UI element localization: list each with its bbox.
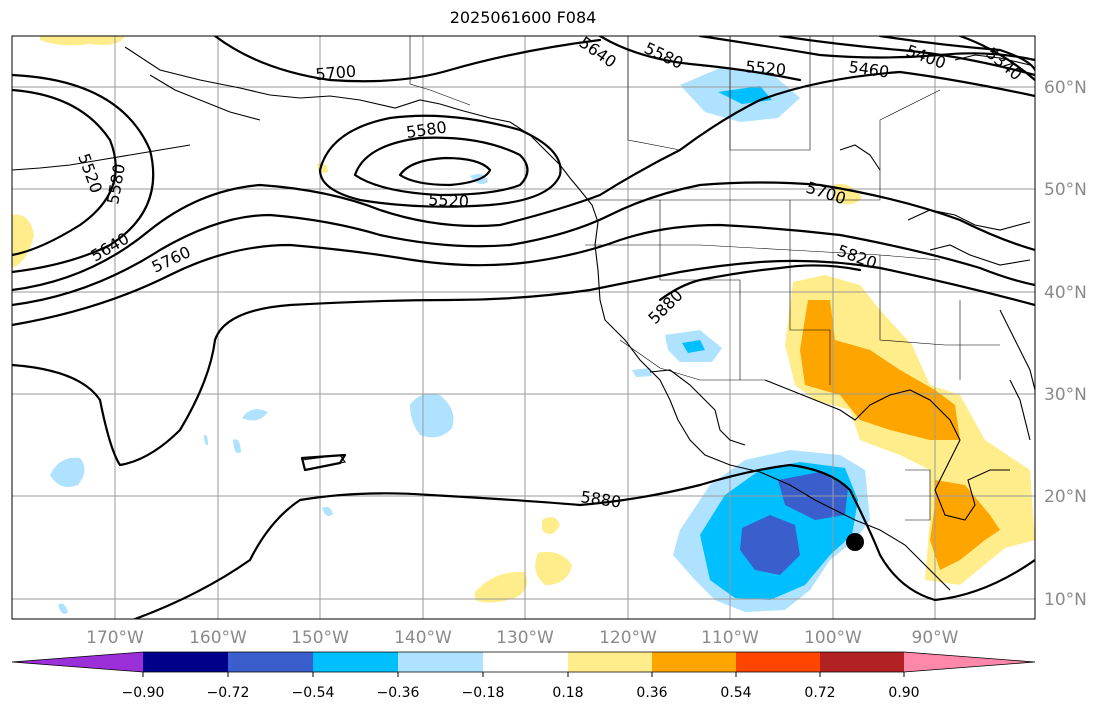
- map-title: 2025061600 F084: [449, 8, 597, 27]
- lat-tick-label: 10°N: [1044, 590, 1087, 610]
- colorbar-segment: [228, 652, 313, 672]
- lon-tick-label: 120°W: [599, 628, 657, 648]
- lon-tick-label: 140°W: [394, 628, 452, 648]
- colorbar-tick-label: 0.18: [552, 685, 583, 701]
- lon-tick-label: 90°W: [912, 628, 959, 648]
- colorbar-tick-label: 0.54: [720, 685, 751, 701]
- colorbar-segment: [398, 652, 483, 672]
- colorbar-left-extension: [12, 652, 143, 672]
- colorbar-tick-label: −0.18: [462, 685, 505, 701]
- contour-label: 5520: [428, 190, 470, 211]
- lat-tick-label: 30°N: [1044, 385, 1087, 405]
- colorbar-segment: [736, 652, 820, 672]
- map-canvas: [12, 36, 1035, 619]
- lon-tick-label: 130°W: [496, 628, 554, 648]
- height-contours: [12, 36, 1035, 619]
- lat-tick-label: 40°N: [1044, 283, 1087, 303]
- colorbar-tick-label: 0.36: [636, 685, 667, 701]
- colorbar-segment: [143, 652, 228, 672]
- lat-tick-label: 60°N: [1044, 78, 1087, 98]
- colorbar-tick-label: 0.90: [888, 685, 919, 701]
- colorbar-tick-label: −0.54: [292, 685, 335, 701]
- lon-tick-label: 100°W: [804, 628, 862, 648]
- lon-tick-label: 160°W: [189, 628, 247, 648]
- lon-tick-label: 150°W: [291, 628, 349, 648]
- lat-tick-label: 50°N: [1044, 180, 1087, 200]
- colorbar-segment: [568, 652, 652, 672]
- colorbar-tick-label: 0.72: [804, 685, 835, 701]
- lon-tick-label: 170°W: [86, 628, 144, 648]
- lat-tick-label: 20°N: [1044, 487, 1087, 507]
- lon-tick-label: 110°W: [701, 628, 759, 648]
- colorbar-tick-label: −0.90: [122, 685, 165, 701]
- colorbar-segment: [820, 652, 904, 672]
- political-borders: [409, 36, 1000, 521]
- colorbar: −0.90 −0.72 −0.54 −0.36 −0.18 0.18 0.36 …: [11, 651, 1036, 701]
- contour-label: 5520: [745, 57, 787, 79]
- colorbar-segment: [483, 652, 568, 672]
- colorbar-segment: [313, 652, 398, 672]
- colorbar-tick-label: −0.36: [377, 685, 420, 701]
- storm-center-dot: [846, 533, 864, 551]
- latitude-axis: 60°N 50°N 40°N 30°N 20°N 10°N: [1044, 78, 1087, 610]
- graticule: [12, 36, 1035, 619]
- colorbar-tick-label: −0.72: [207, 685, 250, 701]
- colorbar-right-extension: [904, 652, 1035, 672]
- colorbar-segment: [652, 652, 736, 672]
- contour-label: 5700: [315, 62, 357, 84]
- longitude-axis: 170°W 160°W 150°W 140°W 130°W 120°W 110°…: [86, 628, 959, 648]
